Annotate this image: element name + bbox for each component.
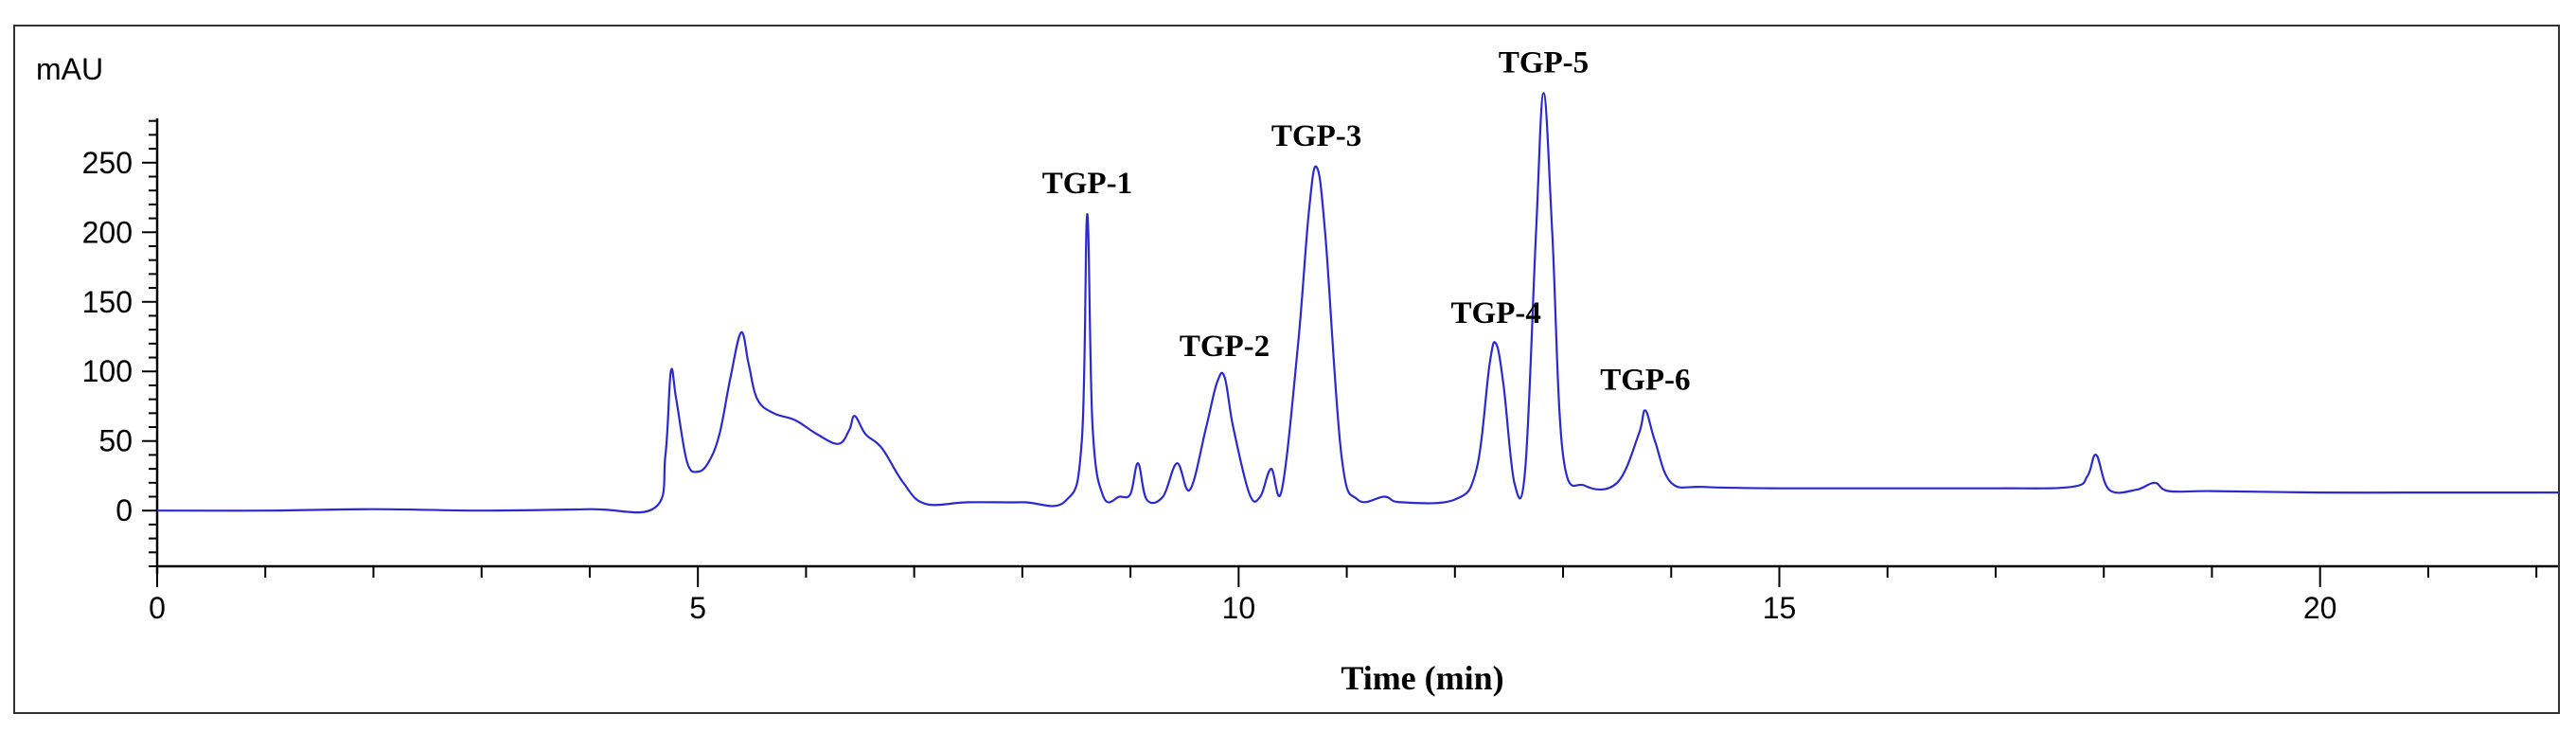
series-group [156,92,2558,514]
peak-label: TGP-4 [1451,296,1541,330]
peak-label: TGP-1 [1042,167,1132,201]
peak-label: TGP-5 [1499,45,1589,80]
x-tick-label: 20 [2303,591,2337,625]
y-tick-label: 150 [82,285,133,319]
peak-labels: TGP-1 TGP-2 TGP-3 TGP-4 TGP-5 TGP-6 [1042,45,1691,397]
x-tick-label: 5 [689,591,706,625]
x-tick-label: 15 [1763,591,1797,625]
axes-group [155,118,2558,574]
y-axis-unit-label: mAU [36,52,103,86]
peak-label: TGP-6 [1600,363,1690,397]
x-tick-label: 10 [1222,591,1256,625]
y-axis-ticks: 0 50 100 150 200 250 [82,119,157,567]
x-tick-label: 0 [149,591,166,625]
chart-frame: 0 50 100 150 200 250 0 5 10 15 20 TGP-1 TGP-2 TGP-3… [13,25,2560,714]
y-tick-label: 200 [82,215,133,249]
x-axis-ticks: 0 5 10 15 20 [149,566,2538,625]
y-tick-label: 50 [98,424,133,458]
chromatogram-trace [156,92,2558,514]
peak-label: TGP-2 [1180,330,1270,364]
y-tick-label: 0 [115,493,133,527]
chromatogram-chart: 0 50 100 150 200 250 0 5 10 15 20 TGP-1 TGP-2 TGP-3… [36,45,2558,697]
y-tick-label: 100 [82,354,133,388]
y-tick-label: 250 [82,146,133,180]
peak-label: TGP-3 [1271,119,1361,153]
x-axis-title: Time (min) [1341,659,1503,697]
